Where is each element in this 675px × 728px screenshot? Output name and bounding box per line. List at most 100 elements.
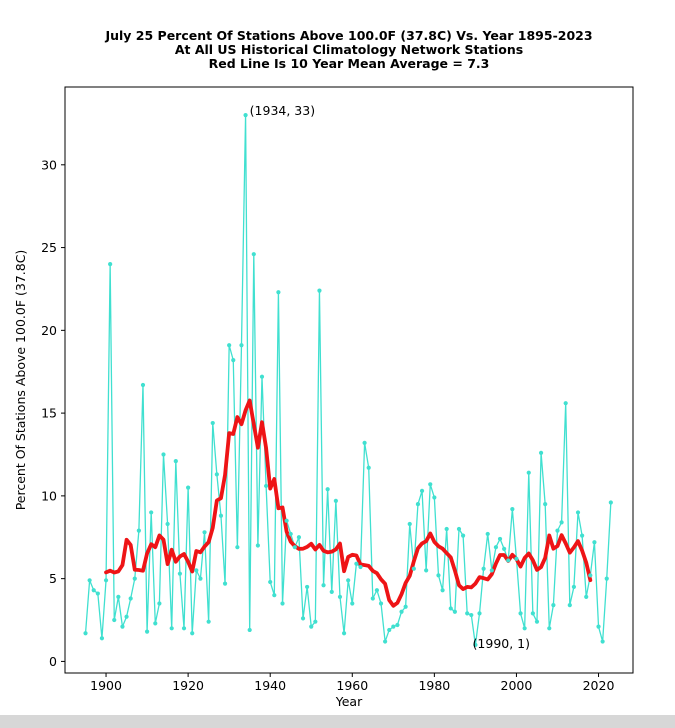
y-axis-tick-label: 0 [49, 654, 57, 669]
data-point-marker [407, 521, 412, 527]
data-point-marker [206, 619, 211, 624]
data-point-marker [502, 546, 507, 551]
data-point-marker [387, 627, 392, 633]
data-point-marker [124, 614, 129, 619]
bottom-gray-bar [0, 715, 675, 728]
data-point-marker [465, 611, 470, 616]
data-point-marker [378, 601, 384, 606]
data-point-marker [350, 601, 355, 606]
data-point-marker [317, 288, 322, 293]
data-point-marker [132, 576, 137, 581]
data-point-marker [296, 535, 302, 540]
data-point-marker [592, 540, 597, 545]
data-point-marker [584, 594, 589, 599]
data-point-marker [313, 619, 318, 624]
data-point-marker [481, 566, 486, 571]
data-point-marker [268, 579, 273, 585]
data-point-marker [514, 556, 519, 561]
data-point-marker [604, 576, 609, 581]
data-point-marker [95, 591, 100, 596]
data-point-marker [460, 533, 466, 538]
data-point-marker [99, 636, 105, 641]
data-point-marker [157, 601, 162, 606]
yearly-series-line [84, 114, 612, 646]
y-axis-label: Percent Of Stations Above 100.0F (37.8C) [13, 250, 28, 511]
data-point-marker [534, 619, 540, 624]
data-point-marker [181, 626, 187, 631]
data-point-marker [366, 465, 371, 470]
data-point-marker [346, 578, 351, 583]
data-point-marker [567, 603, 572, 608]
data-point-marker [526, 470, 531, 475]
data-point-marker [563, 401, 568, 406]
data-point-marker [456, 526, 462, 532]
data-point-marker [596, 624, 601, 629]
data-point-marker [415, 502, 421, 507]
data-point-marker [140, 382, 146, 388]
data-point-marker [231, 358, 236, 363]
data-point-marker [255, 543, 260, 548]
data-point-marker [538, 450, 544, 455]
x-axis-tick-label: 1920 [172, 678, 204, 693]
data-point-marker [108, 262, 113, 267]
data-point-marker [128, 596, 133, 601]
data-point-marker [91, 588, 96, 593]
data-point-marker [341, 631, 347, 636]
data-point-marker [588, 573, 593, 578]
data-point-marker [403, 604, 408, 609]
chart-title-line: July 25 Percent Of Stations Above 100.0F… [104, 28, 592, 43]
data-point-marker [510, 507, 515, 512]
data-point-marker [112, 617, 117, 623]
data-point-marker [149, 510, 154, 515]
data-point-marker [251, 252, 256, 257]
data-point-marker [333, 498, 338, 503]
data-point-marker [325, 487, 330, 492]
data-point-marker [144, 629, 150, 634]
data-point-marker [103, 578, 109, 583]
data-point-marker [489, 568, 494, 573]
data-point-marker [395, 622, 400, 628]
data-point-marker [399, 609, 404, 614]
data-point-marker [530, 611, 535, 616]
data-point-marker [428, 482, 433, 487]
data-point-marker [210, 420, 215, 426]
data-point-marker [165, 521, 170, 527]
data-point-marker [169, 626, 174, 631]
plot-border [64, 86, 634, 674]
data-point-marker [374, 588, 380, 593]
data-point-marker [222, 581, 228, 586]
data-point-marker [419, 488, 425, 494]
data-point-marker [87, 578, 92, 583]
data-point-marker [543, 502, 548, 507]
data-point-marker [321, 583, 326, 588]
y-axis-tick-label: 5 [49, 571, 57, 586]
data-point-marker [194, 568, 199, 573]
data-point-marker [247, 627, 252, 633]
data-point-marker [571, 584, 577, 590]
data-point-marker [276, 290, 281, 295]
x-axis-label: Year [335, 694, 363, 709]
data-point-marker [436, 573, 441, 578]
x-axis-tick-label: 1980 [418, 678, 450, 693]
chart-title-line: Red Line Is 10 Year Mean Average = 7.3 [209, 56, 490, 71]
data-point-marker [292, 545, 297, 550]
data-point-marker [432, 495, 437, 500]
data-point-marker [235, 545, 240, 550]
data-point-marker [497, 536, 503, 542]
y-axis-tick-label: 30 [41, 157, 57, 172]
data-point-marker [280, 601, 285, 606]
data-point-marker [161, 452, 166, 457]
x-axis-tick-label: 2020 [583, 678, 615, 693]
data-point-marker [522, 626, 527, 631]
data-point-marker [153, 621, 158, 626]
data-point-marker [243, 113, 248, 118]
chart-title-line: At All US Historical Climatology Network… [175, 42, 523, 57]
data-point-marker [477, 611, 482, 616]
data-point-marker [580, 533, 585, 538]
data-point-marker [485, 531, 490, 537]
data-point-marker [198, 576, 203, 581]
data-point-marker [329, 589, 334, 594]
data-point-marker [259, 374, 265, 379]
